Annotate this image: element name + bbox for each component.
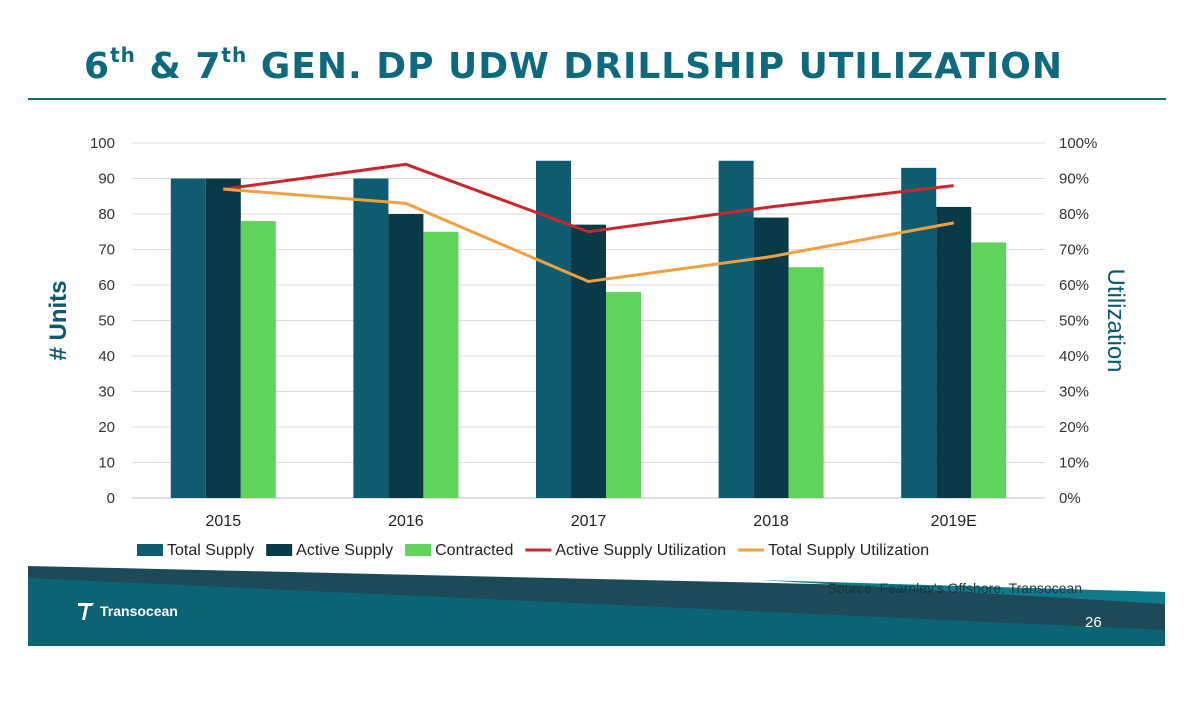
line-active-supply-utilization: [223, 162, 954, 234]
y2-tick-label: 20%: [1059, 419, 1089, 436]
y2-tick-label: 50%: [1059, 313, 1089, 330]
page-number: 26: [1085, 614, 1102, 631]
title-part-3: GEN. DP UDW DRILLSHIP UTILIZATION: [247, 46, 1063, 87]
footer-accent: [760, 580, 1165, 604]
bar-total-supply: [170, 178, 206, 498]
y-tick-label: 0: [107, 490, 115, 507]
y-tick-label: 20: [98, 419, 115, 436]
bar-contracted: [240, 221, 276, 498]
y-tick-label: 10: [98, 455, 115, 472]
logo-text: Transocean: [100, 603, 178, 619]
y-tick-label: 30: [98, 384, 115, 401]
x-tick-label: 2016: [388, 513, 424, 530]
x-tick-label: 2019E: [931, 513, 977, 530]
legend-label: Active Supply Utilization: [555, 542, 726, 559]
legend-swatch: [405, 544, 432, 556]
logo-mark-icon: [78, 603, 94, 620]
slide-title: 6th & 7th GEN. DP UDW DRILLSHIP UTILIZAT…: [84, 43, 1063, 87]
title-superscript-1: th: [110, 43, 136, 67]
x-tick-label: 2015: [206, 513, 242, 530]
bar-contracted: [788, 267, 824, 498]
y2-tick-label: 10%: [1059, 455, 1089, 472]
bar-contracted: [606, 292, 641, 498]
y-tick-label: 70: [98, 242, 115, 259]
footer-band: [28, 566, 1165, 646]
y-tick-label: 40: [98, 348, 115, 365]
y2-tick-label: 100%: [1059, 135, 1097, 152]
bar-total-supply: [901, 167, 937, 498]
bar-active-supply: [936, 206, 972, 498]
bar-active-supply: [205, 178, 241, 498]
bar-total-supply: [536, 160, 571, 498]
bar-contracted: [423, 231, 459, 498]
y2-tick-label: 30%: [1059, 384, 1089, 401]
bar-active-supply: [388, 214, 424, 498]
title-part-1: 6: [84, 46, 111, 87]
footer-main: [28, 578, 1165, 646]
y2-tick-label: 40%: [1059, 348, 1089, 365]
y2-tick-label: 0%: [1059, 490, 1081, 507]
title-divider: [28, 98, 1166, 100]
legend-label: Total Supply Utilization: [768, 542, 929, 559]
bar-active-supply: [571, 224, 606, 498]
y-axis-title: # Units: [45, 280, 72, 360]
bar-contracted: [971, 242, 1007, 498]
y2-tick-label: 90%: [1059, 171, 1089, 188]
x-tick-label: 2018: [753, 513, 789, 530]
legend-label: Total Supply: [167, 542, 254, 559]
y2-tick-label: 70%: [1059, 242, 1089, 259]
y-tick-label: 80: [98, 206, 115, 223]
y-tick-label: 100: [90, 135, 115, 152]
x-tick-label: 2017: [571, 513, 607, 530]
y2-tick-label: 80%: [1059, 206, 1089, 223]
line-total-supply-utilization: [223, 187, 954, 283]
bar-total-supply: [353, 178, 389, 498]
legend-label: Contracted: [435, 542, 513, 559]
y2-axis-title: Utilization: [1102, 268, 1129, 372]
legend-label: Active Supply: [296, 542, 393, 559]
bar-total-supply: [718, 160, 754, 498]
utilization-chart: 0 10 20 30 40 50 60 70 80 90 100 0% 10% 20% 30% 40% 50% 6…: [45, 135, 1129, 559]
bar-active-supply: [753, 217, 789, 499]
y-tick-label: 50: [98, 313, 115, 330]
legend-swatch: [266, 544, 293, 556]
title-superscript-2: th: [221, 43, 248, 67]
transocean-logo: Transocean: [76, 600, 178, 622]
y2-tick-label: 60%: [1059, 277, 1089, 294]
legend-swatch: [137, 544, 163, 556]
y-tick-label: 90: [98, 171, 115, 188]
source-note: Source: Fearnley's Offshore, Transocean: [827, 580, 1082, 596]
title-part-2: & 7: [135, 46, 222, 87]
y-tick-label: 60: [98, 277, 115, 294]
